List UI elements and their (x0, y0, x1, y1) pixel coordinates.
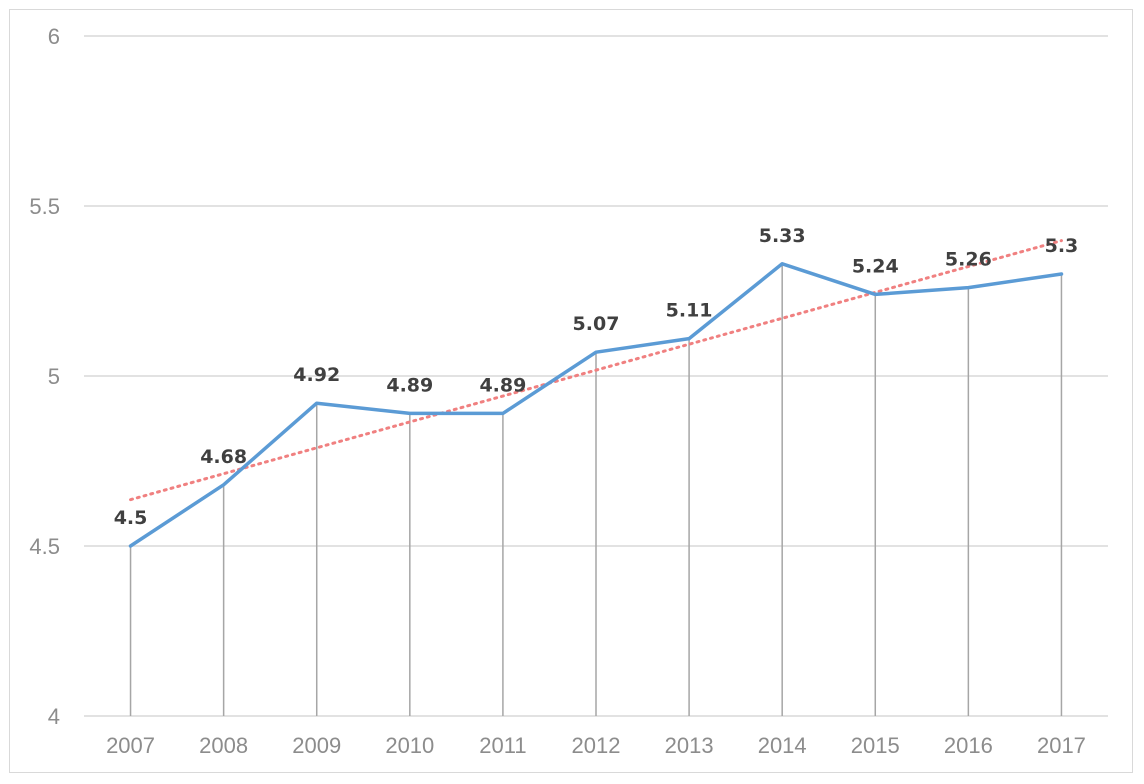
chart-frame (9, 9, 1133, 773)
data-label-2010: 4.89 (386, 374, 433, 396)
data-labels: 4.5 4.68 4.92 4.89 4.89 5.07 5.11 5.33 5.24 5.26 5… (114, 225, 1079, 529)
series-line-layer (128, 262, 1064, 548)
data-label-2007: 4.5 (114, 507, 148, 529)
trendline-layer (129, 239, 1063, 502)
data-label-2013: 5.11 (666, 300, 713, 322)
data-label-2009: 4.92 (293, 364, 340, 386)
x-tick-label: 2011 (479, 733, 526, 758)
data-label-2016: 5.26 (945, 249, 992, 271)
x-tick-label: 2008 (199, 733, 248, 758)
y-axis-tick-labels: 4 4.5 5 5.5 6 (29, 24, 60, 729)
x-tick-label: 2009 (292, 733, 341, 758)
series-line (128, 262, 1064, 548)
data-label-2014: 5.33 (759, 225, 806, 247)
x-tick-label: 2016 (944, 733, 993, 758)
x-tick-label: 2014 (758, 733, 807, 758)
data-label-2011: 4.89 (479, 374, 526, 396)
x-tick-label: 2010 (385, 733, 434, 758)
x-tick-label: 2017 (1037, 733, 1086, 758)
data-label-2015: 5.24 (852, 255, 899, 277)
x-tick-label: 2007 (106, 733, 155, 758)
x-tick-label: 2013 (665, 733, 714, 758)
data-label-2017: 5.3 (1045, 235, 1079, 257)
y-tick-label: 5.5 (29, 194, 60, 219)
y-tick-label: 4.5 (29, 534, 60, 559)
y-tick-label: 4 (48, 704, 60, 729)
drop-lines (129, 263, 1063, 716)
y-tick-label: 5 (48, 364, 60, 389)
data-label-2012: 5.07 (573, 313, 620, 335)
x-tick-label: 2015 (851, 733, 900, 758)
x-tick-label: 2012 (572, 733, 621, 758)
x-axis-tick-labels: 2007 2008 2009 2010 2011 2012 2013 2014 2015 2016… (106, 733, 1086, 758)
data-label-2008: 4.68 (200, 446, 247, 468)
trendline (129, 239, 1063, 502)
y-tick-label: 6 (48, 24, 60, 49)
